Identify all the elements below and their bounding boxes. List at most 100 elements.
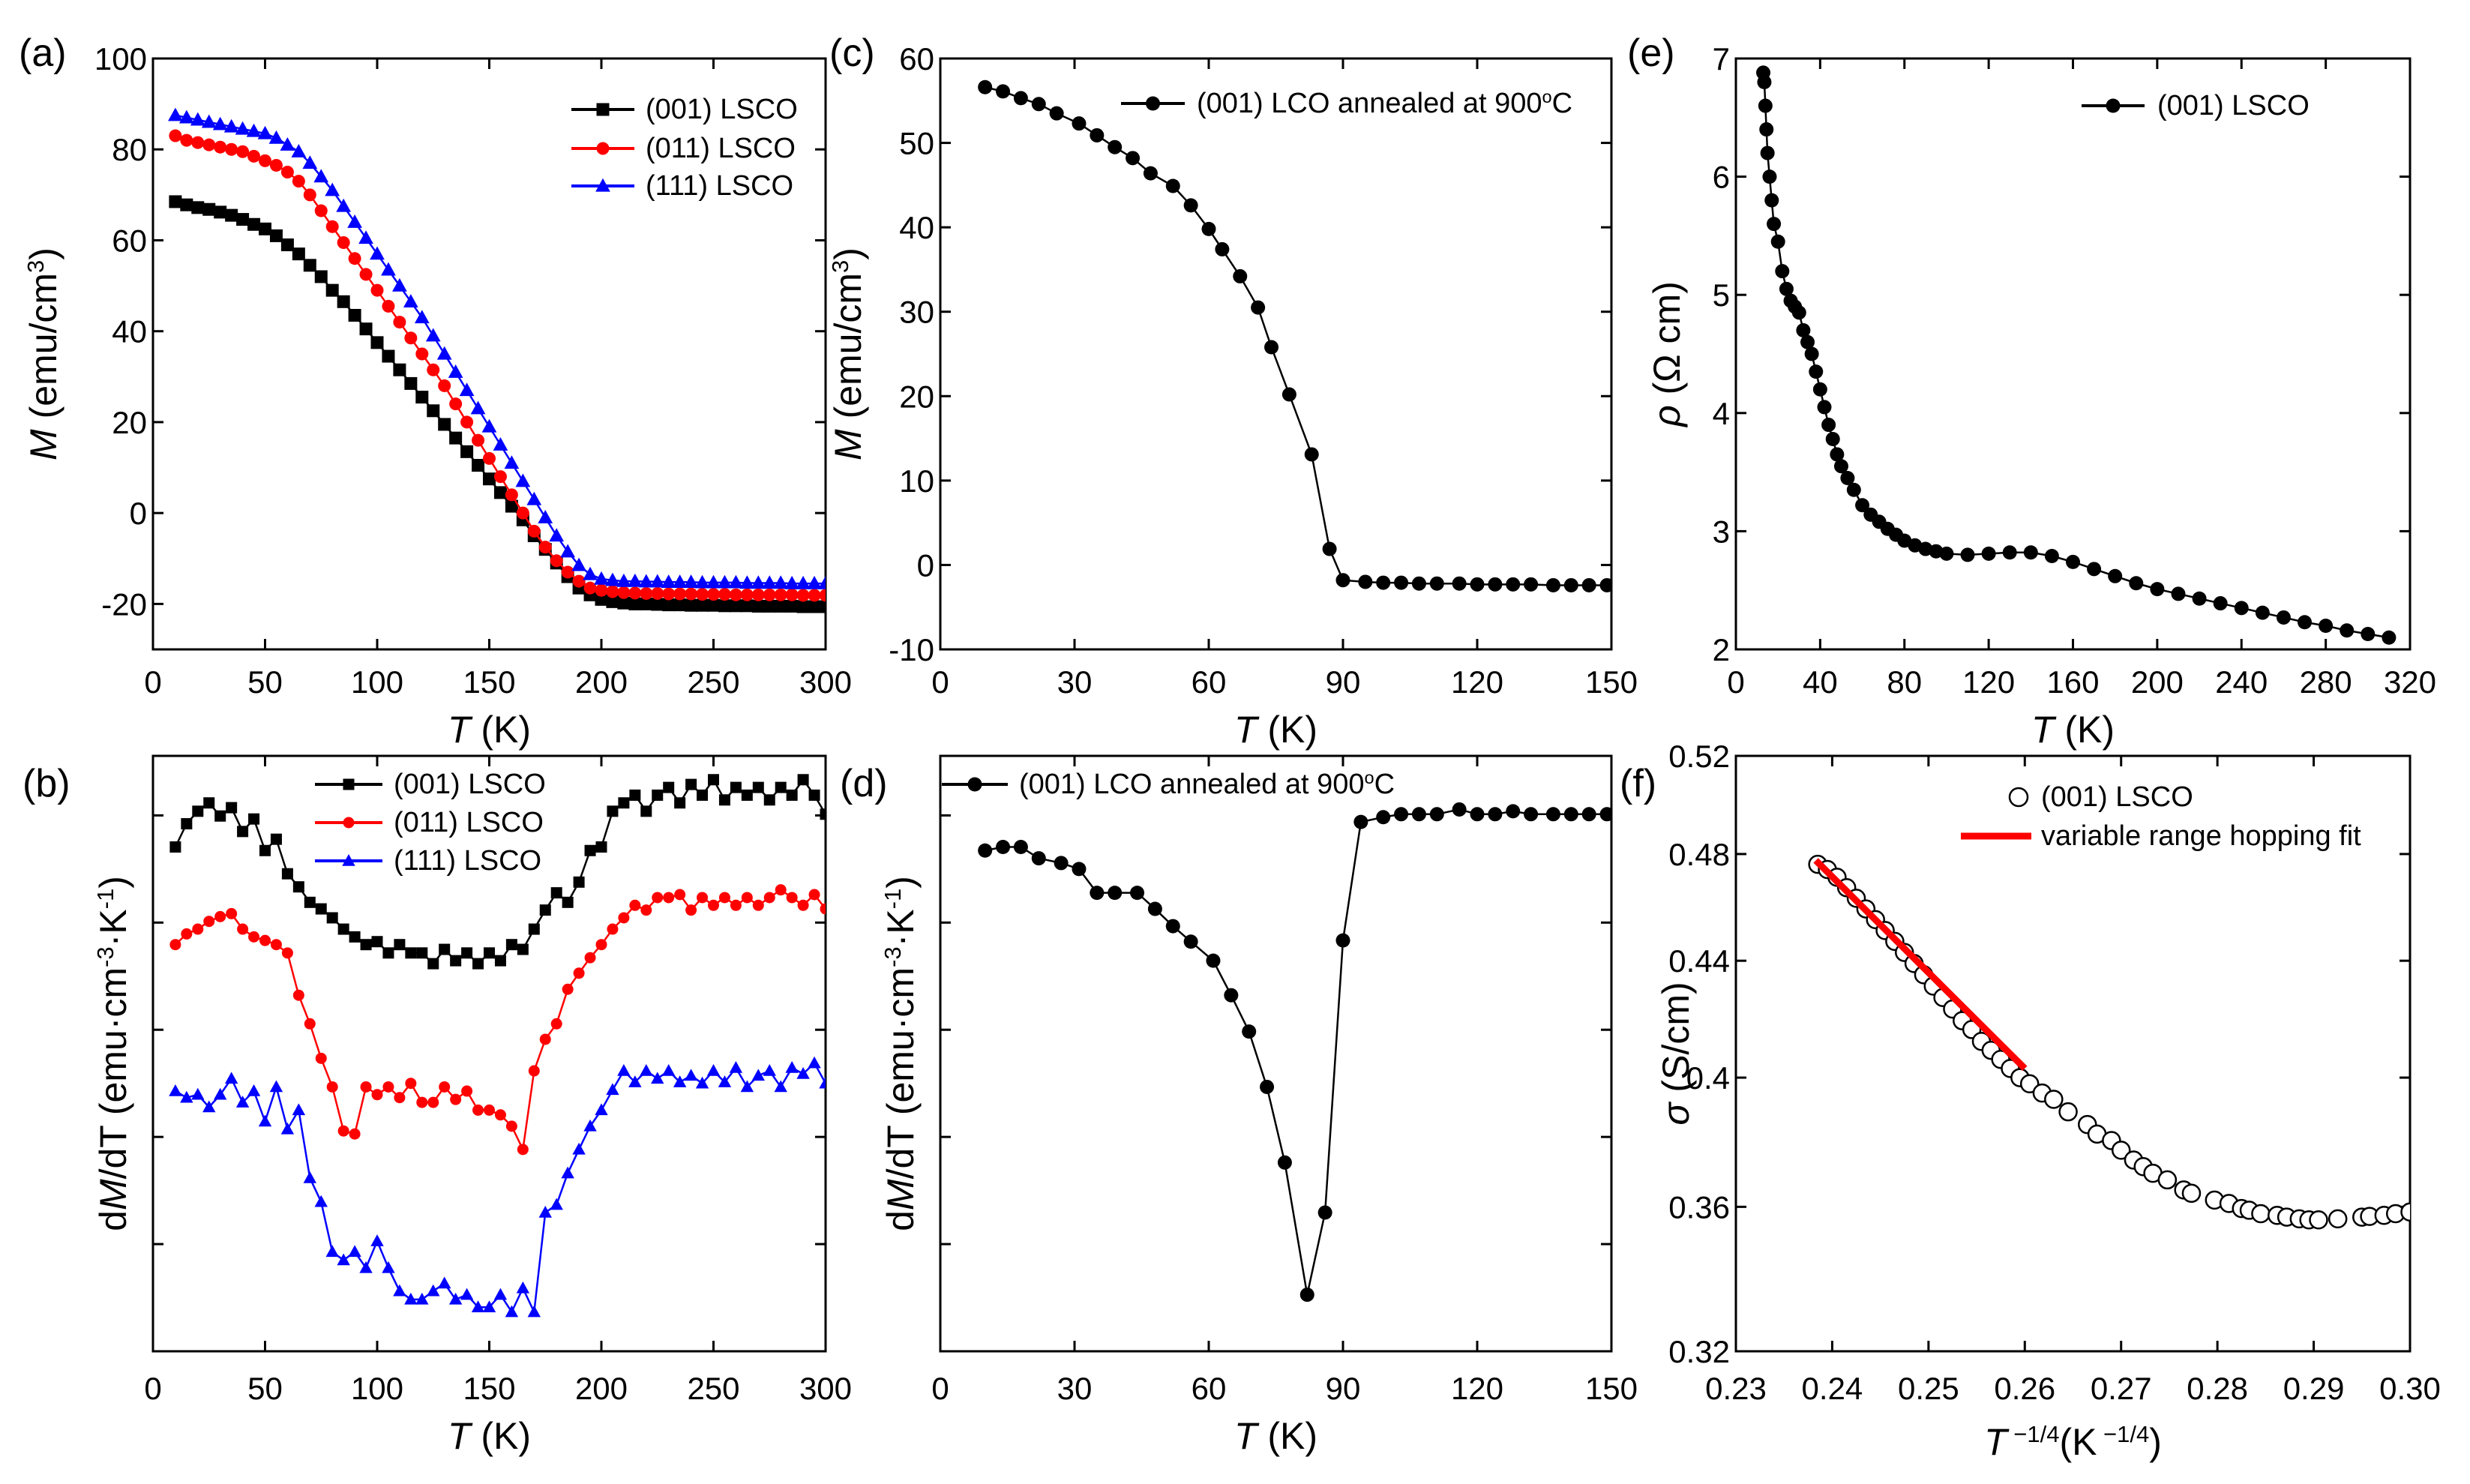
data-point-square: [247, 217, 261, 231]
data-point-square: [729, 599, 742, 613]
data-point-circle: [236, 145, 250, 158]
text-part: T: [1234, 709, 1260, 751]
data-point-square: [774, 599, 787, 613]
data-point-circle: [651, 586, 664, 600]
data-point-square: [775, 781, 787, 793]
data-point-square: [226, 802, 238, 814]
data-point-circle: [280, 166, 294, 179]
x-tick-label: 0.28: [2187, 1371, 2248, 1406]
data-point-circle: [708, 899, 719, 911]
data-point-triangle: [717, 574, 733, 589]
data-point-circle: [752, 899, 764, 911]
data-point-circle: [978, 79, 993, 94]
data-point-circle: [697, 892, 709, 904]
data-point-square: [337, 923, 349, 935]
y-tick-label: 7: [1713, 41, 1730, 76]
data-point-triangle: [504, 455, 520, 469]
x-tick-label: 240: [2215, 664, 2268, 700]
data-point-circle: [181, 928, 193, 940]
data-point-circle: [1049, 106, 1064, 121]
data-point-triangle: [214, 1087, 227, 1100]
series-line: [1762, 72, 2390, 639]
series-d-0: [978, 802, 1611, 1303]
data-point-square: [337, 295, 350, 308]
data-point-circle: [1563, 577, 1578, 592]
data-point-circle: [1277, 1155, 1292, 1170]
data-point-circle: [259, 934, 271, 946]
data-point-triangle: [325, 1245, 339, 1258]
data-point-triangle: [796, 575, 811, 589]
data-point-open-circle: [2058, 1102, 2078, 1122]
text-part: o: [1542, 87, 1552, 106]
fit-line: [1813, 858, 2028, 1072]
y-tick-label: 0: [917, 547, 934, 583]
data-point-square: [763, 794, 775, 806]
data-point-square: [348, 308, 361, 322]
series-b-2: [169, 1056, 826, 1318]
x-tick-label: 300: [799, 664, 852, 700]
legend-label: (001) LSCO: [394, 769, 546, 800]
data-point-circle: [729, 588, 742, 601]
data-point-square: [382, 947, 394, 959]
text-part: (S/cm): [1655, 982, 1697, 1102]
y-tick-label: 4: [1713, 396, 1730, 431]
data-point-circle: [1376, 810, 1391, 825]
series-e-0: [1756, 65, 2397, 645]
data-point-square: [652, 789, 664, 801]
data-point-square: [673, 598, 687, 612]
data-point-circle: [1960, 547, 1975, 562]
data-point-circle: [707, 588, 720, 601]
data-point-circle: [820, 903, 826, 915]
data-point-triangle: [471, 1300, 485, 1312]
x-tick-label: 160: [2046, 664, 2099, 700]
data-point-circle: [1599, 807, 1611, 822]
data-point-triangle: [168, 107, 183, 121]
data-point-circle: [304, 1018, 316, 1030]
data-point-circle: [967, 777, 982, 792]
series-line: [985, 808, 1608, 1295]
x-tick-label: 320: [2384, 664, 2436, 700]
data-point-circle: [1281, 387, 1296, 402]
data-point-square: [785, 599, 799, 613]
text-part: o: [1365, 768, 1374, 787]
legend-label: (001) LCO annealed at 900oC: [1019, 768, 1395, 800]
data-point-square: [281, 868, 293, 880]
x-tick-label: 100: [351, 1371, 403, 1406]
data-point-triangle: [280, 136, 295, 151]
data-point-triangle: [235, 1096, 250, 1108]
data-point-circle: [1855, 498, 1870, 513]
data-point-triangle: [550, 1198, 563, 1210]
data-point-square: [438, 418, 451, 431]
data-point-circle: [2002, 545, 2017, 560]
text-part: (K: [2059, 1421, 2097, 1463]
legend-entry: (001) LSCO: [315, 769, 546, 800]
y-tick-label: 20: [112, 405, 147, 440]
data-point-triangle: [583, 566, 598, 580]
text-part: ): [2149, 1421, 2162, 1463]
data-point-triangle: [718, 1075, 732, 1087]
x-tick-label: 150: [463, 664, 515, 700]
data-point-circle: [550, 554, 563, 568]
data-point-circle: [416, 1096, 428, 1108]
y-tick-label: 6: [1713, 160, 1730, 195]
data-point-circle: [359, 268, 373, 281]
data-point-circle: [685, 904, 697, 916]
data-point-circle: [763, 892, 775, 904]
series-a-1: [169, 129, 826, 602]
data-point-circle: [2066, 554, 2080, 569]
data-point-square: [539, 904, 551, 916]
y-tick-label: 0.48: [1668, 837, 1730, 872]
data-point-square: [248, 813, 260, 825]
data-point-square: [820, 808, 826, 820]
data-point-open-circle: [2111, 1141, 2131, 1160]
data-point-circle: [584, 952, 596, 964]
data-point-triangle: [347, 214, 362, 228]
data-point-circle: [2192, 591, 2207, 606]
data-point-circle: [617, 586, 631, 599]
data-point-circle: [382, 299, 395, 313]
data-point-circle: [2234, 601, 2249, 616]
text-part: ·K: [880, 909, 922, 946]
text-part: -1: [880, 889, 906, 910]
data-point-triangle: [683, 574, 699, 588]
